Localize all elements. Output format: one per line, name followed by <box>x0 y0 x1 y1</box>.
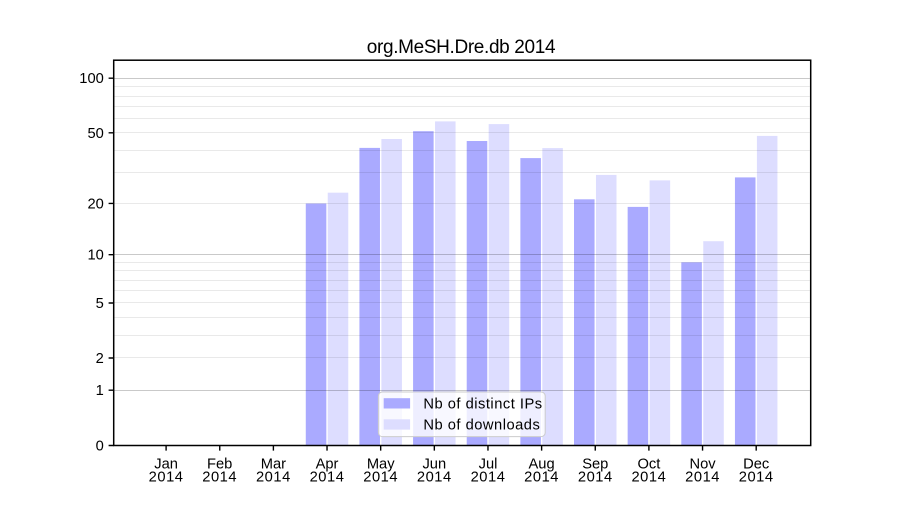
svg-text:1: 1 <box>96 383 104 399</box>
svg-text:20: 20 <box>87 196 103 212</box>
svg-text:5: 5 <box>96 296 104 312</box>
svg-text:Feb: Feb <box>207 456 232 472</box>
svg-text:2014: 2014 <box>417 470 452 486</box>
svg-text:Jan: Jan <box>154 456 178 472</box>
svg-text:100: 100 <box>79 71 104 87</box>
svg-text:2014: 2014 <box>471 470 506 486</box>
svg-text:0: 0 <box>96 439 104 455</box>
svg-text:Oct: Oct <box>637 456 660 472</box>
svg-text:Aug: Aug <box>529 456 555 472</box>
svg-text:Nb of distinct IPs: Nb of distinct IPs <box>423 396 542 412</box>
svg-text:May: May <box>367 456 395 472</box>
svg-text:2014: 2014 <box>149 470 184 486</box>
svg-text:Apr: Apr <box>316 456 339 472</box>
svg-text:2014: 2014 <box>524 470 559 486</box>
svg-text:2014: 2014 <box>202 470 237 486</box>
svg-text:Nb of downloads: Nb of downloads <box>423 418 540 434</box>
svg-text:2014: 2014 <box>631 470 666 486</box>
svg-text:10: 10 <box>87 248 103 264</box>
svg-text:2014: 2014 <box>256 470 291 486</box>
svg-text:org.MeSH.Dre.db 2014: org.MeSH.Dre.db 2014 <box>367 37 556 58</box>
svg-text:2014: 2014 <box>739 470 774 486</box>
svg-text:Sep: Sep <box>582 456 608 472</box>
svg-text:2014: 2014 <box>578 470 613 486</box>
svg-text:2014: 2014 <box>363 470 398 486</box>
svg-text:Nov: Nov <box>690 456 717 472</box>
svg-text:Dec: Dec <box>743 456 769 472</box>
svg-text:2014: 2014 <box>310 470 345 486</box>
svg-text:50: 50 <box>87 126 103 142</box>
svg-text:2014: 2014 <box>685 470 720 486</box>
svg-text:2: 2 <box>96 351 104 367</box>
svg-text:Jul: Jul <box>479 456 498 472</box>
svg-text:Jun: Jun <box>422 456 446 472</box>
svg-text:Mar: Mar <box>261 456 286 472</box>
